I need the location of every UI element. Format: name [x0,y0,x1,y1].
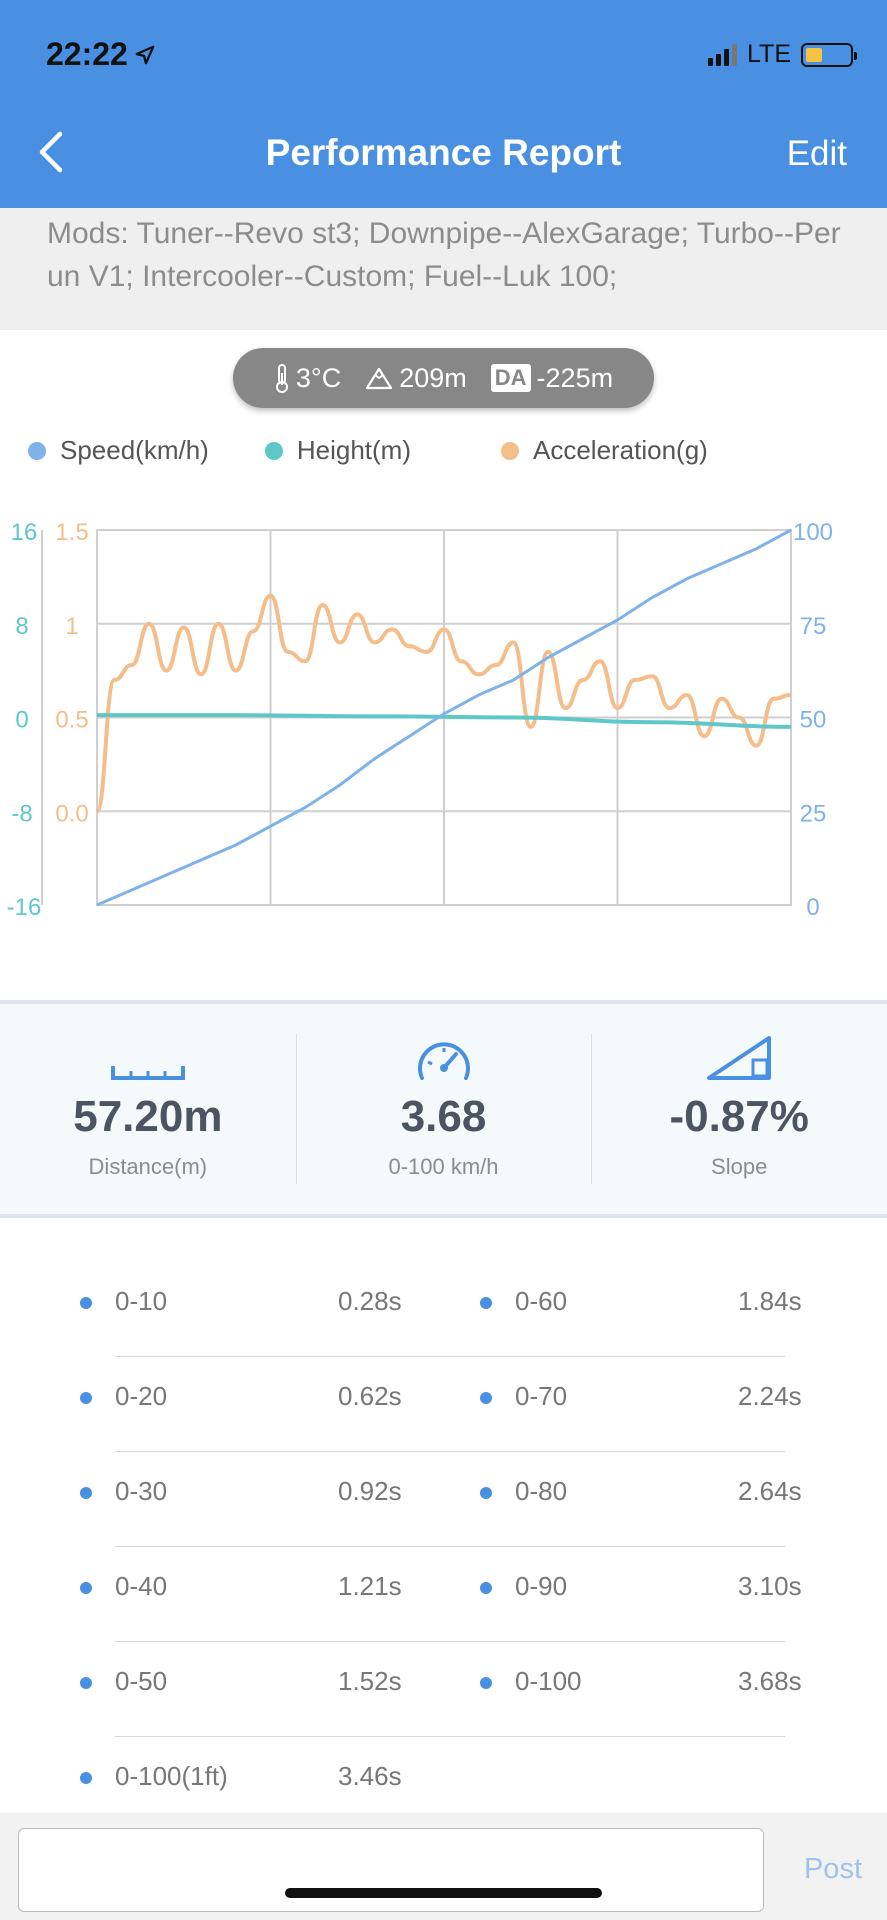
altitude: 209m [365,363,467,394]
status-time: 22:22 [46,36,156,73]
speed-tick-label: 0 [806,894,819,921]
zero-to-hundred-value: 3.68 [400,1092,487,1141]
performance-chart: 16 8 0 -8 -16 1.5 1 0.5 0.0 100 75 50 25 0 [7,519,833,921]
split-row: 0-30 0.92s 0-80 2.64s [0,1452,887,1547]
mods-section: Mods: Tuner--Revo st3; Downpipe--AlexGar… [0,208,887,330]
legend-height: Height(m) [264,435,411,466]
acceleration-line [95,593,792,814]
home-indicator [285,1888,602,1898]
da-badge: DA [490,364,531,392]
legend-dot [264,441,283,460]
conditions-pill: 3°C 209m DA -225m [233,348,654,408]
height-tick-label: -16 [7,894,42,921]
signal-icon [708,43,737,66]
legend-dot [28,441,46,460]
carrier-label: LTE [747,40,791,68]
mods-text: Mods: Tuner--Revo st3; Downpipe--AlexGar… [47,217,841,293]
zero-to-hundred-label: 0-100 km/h [388,1154,499,1179]
legend-dot [500,441,519,460]
speed-tick-label: 25 [800,800,827,827]
thermometer-icon [275,364,288,393]
height-line [97,713,792,729]
slope-value: -0.87% [669,1092,809,1141]
temperature: 3°C [274,363,341,394]
distance-label: Distance(m) [88,1154,208,1179]
nav-header: 22:22 LTE Performance Report Edit [0,0,887,208]
distance-value: 57.20m [73,1092,223,1141]
ruler-icon [110,1066,185,1080]
status-indicators: LTE [708,40,857,69]
height-tick-label: 0 [15,707,28,734]
acceleration-tick-label: 0.5 [55,707,88,734]
split-row: 0-20 0.62s 0-70 2.24s [0,1357,887,1452]
split-row: 0-50 1.52s 0-100 3.68s [0,1642,887,1737]
split-row: 0-40 1.21s 0-90 3.10s [0,1547,887,1642]
acceleration-tick-label: 1.5 [55,519,88,546]
speed-tick-label: 100 [793,519,833,546]
speed-line [96,528,792,907]
slope-icon [707,1036,772,1080]
split-row: 0-100(1ft) 3.46s [0,1737,887,1832]
stat-distance: 57.20m Distance(m) [0,1004,296,1214]
slope-label: Slope [711,1154,768,1179]
comment-input[interactable] [18,1828,764,1912]
stats-panel: 57.20m Distance(m) 3.68 0-100 km/h -0.87… [0,1000,887,1218]
split-times-list: 0-10 0.28s 0-60 1.84s 0-20 0.62s 0-70 2.24s … [0,1262,887,1832]
height-tick-label: -8 [11,800,32,827]
chart-legend: Speed(km/h) Height(m) Acceleration(g) [28,435,708,466]
comment-bar: Post [0,1813,887,1920]
speed-tick-label: 50 [800,707,827,734]
height-tick-label: 8 [15,613,28,640]
speed-tick-label: 75 [800,613,827,640]
legend-acceleration: Acceleration(g) [500,435,708,466]
mountain-icon [366,367,393,390]
post-button[interactable]: Post [803,1853,862,1885]
battery-icon [801,42,857,67]
stat-0-100: 3.68 0-100 km/h [295,1004,592,1214]
height-tick-label: 16 [11,519,38,546]
legend-speed: Speed(km/h) [28,435,209,466]
stat-slope: -0.87% Slope [591,1004,887,1214]
location-arrow-icon [135,45,155,64]
back-button[interactable] [34,130,68,174]
edit-button[interactable]: Edit [786,134,847,173]
page-title: Performance Report [265,132,622,173]
density-altitude: DA -225m [490,363,613,394]
split-row: 0-10 0.28s 0-60 1.84s [0,1262,887,1357]
acceleration-tick-label: 0.0 [55,800,88,827]
acceleration-tick-label: 1 [65,613,78,640]
speedometer-icon [417,1042,470,1080]
